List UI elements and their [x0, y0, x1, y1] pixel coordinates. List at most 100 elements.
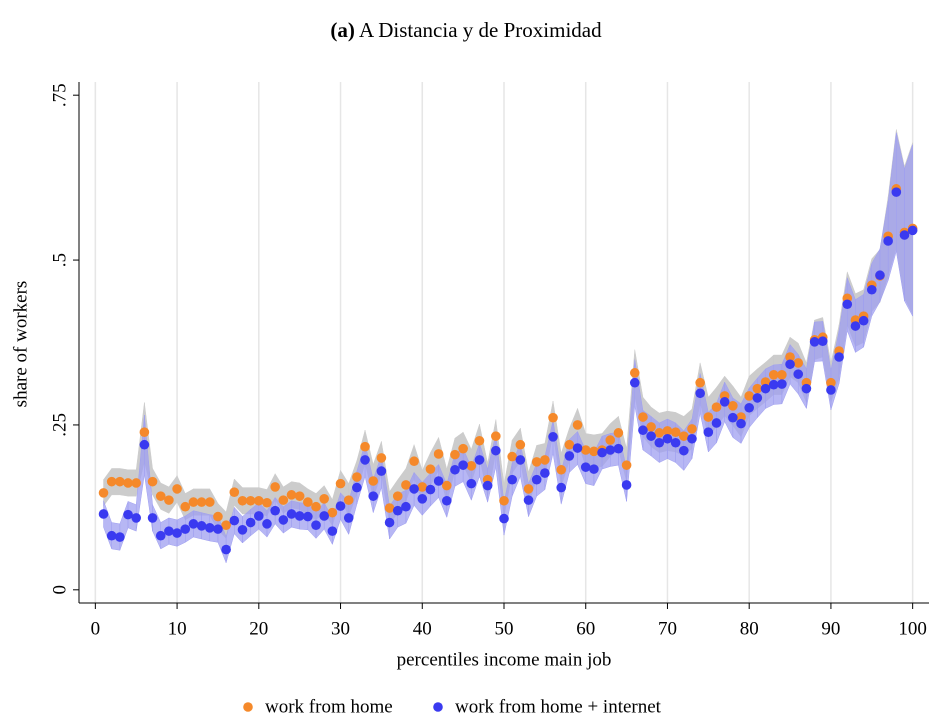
point: [883, 236, 893, 246]
point: [213, 511, 223, 522]
point: [335, 478, 346, 489]
point: [531, 474, 542, 485]
point: [294, 511, 305, 521]
point: [703, 427, 714, 437]
point: [621, 460, 632, 470]
point: [817, 336, 828, 346]
point: [572, 443, 583, 453]
point: [499, 495, 509, 506]
point: [131, 513, 142, 523]
x-tick-label: 60: [576, 618, 595, 639]
point: [417, 494, 428, 504]
point: [711, 402, 722, 412]
y-tick-label: .25: [49, 413, 70, 437]
point: [564, 451, 575, 461]
point: [147, 476, 158, 487]
y-tick-label: .75: [49, 83, 70, 107]
legend-marker: [433, 702, 443, 712]
y-tick-label: 0: [49, 585, 70, 595]
point: [172, 528, 182, 538]
confidence-band: [119, 501, 129, 551]
point: [728, 412, 738, 423]
point: [376, 453, 387, 463]
point: [736, 418, 746, 429]
point: [629, 368, 640, 378]
point: [899, 230, 910, 240]
point: [744, 391, 754, 401]
point: [605, 445, 616, 455]
point: [392, 505, 403, 516]
point: [654, 428, 665, 438]
point: [417, 482, 428, 492]
point: [858, 315, 869, 326]
point: [548, 432, 558, 442]
point: [376, 466, 387, 476]
point: [458, 460, 468, 470]
point: [556, 464, 567, 475]
point: [826, 385, 836, 395]
point: [352, 482, 362, 493]
point: [196, 521, 207, 531]
point: [343, 495, 354, 505]
point: [425, 484, 436, 495]
point: [842, 299, 853, 310]
point: [613, 428, 624, 438]
point: [540, 468, 550, 478]
point: [311, 520, 321, 530]
point: [245, 517, 256, 528]
confidence-band: [847, 277, 856, 353]
legend-label: work from home + internet: [455, 696, 662, 717]
point: [450, 449, 460, 460]
point: [679, 431, 689, 441]
point: [98, 488, 109, 498]
point: [736, 412, 746, 422]
point: [352, 472, 362, 482]
point: [327, 526, 338, 536]
point: [523, 495, 534, 505]
point: [474, 435, 485, 446]
point: [507, 474, 517, 485]
point: [106, 530, 117, 541]
point: [229, 515, 240, 526]
point: [311, 501, 321, 512]
x-tick-label: 80: [740, 618, 759, 639]
point: [204, 523, 215, 533]
chart-title: (a) A Distancia y de Proximidad: [330, 18, 602, 42]
title-text: A Distancia y de Proximidad: [359, 18, 602, 42]
point: [229, 487, 240, 498]
point: [760, 377, 771, 387]
point: [433, 476, 444, 486]
point: [491, 431, 501, 441]
point: [875, 270, 885, 281]
point: [613, 443, 624, 454]
point: [605, 435, 616, 445]
confidence-band: [879, 201, 889, 302]
point: [564, 439, 575, 450]
point: [286, 509, 297, 519]
point: [711, 418, 722, 428]
point: [523, 484, 534, 494]
point: [654, 437, 665, 448]
point: [834, 352, 844, 362]
point: [785, 359, 795, 370]
point: [695, 377, 705, 388]
x-tick-label: 40: [413, 618, 432, 639]
point: [491, 445, 501, 456]
point: [327, 507, 338, 518]
point: [866, 284, 877, 295]
point: [670, 437, 681, 448]
point: [687, 424, 697, 434]
confidence-band: [168, 474, 178, 515]
point: [548, 412, 558, 423]
point: [115, 476, 125, 487]
point: [474, 455, 485, 465]
point: [597, 447, 607, 458]
point: [728, 401, 738, 411]
point: [580, 445, 591, 455]
point: [278, 495, 289, 505]
point: [155, 491, 166, 501]
point: [507, 451, 517, 462]
legend-label: work from home: [265, 696, 393, 717]
point: [719, 397, 730, 407]
y-axis-label: share of workers: [10, 281, 31, 408]
